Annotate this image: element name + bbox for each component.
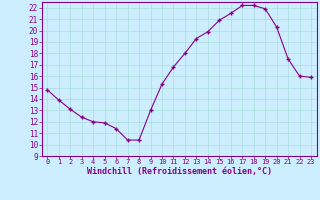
- X-axis label: Windchill (Refroidissement éolien,°C): Windchill (Refroidissement éolien,°C): [87, 167, 272, 176]
